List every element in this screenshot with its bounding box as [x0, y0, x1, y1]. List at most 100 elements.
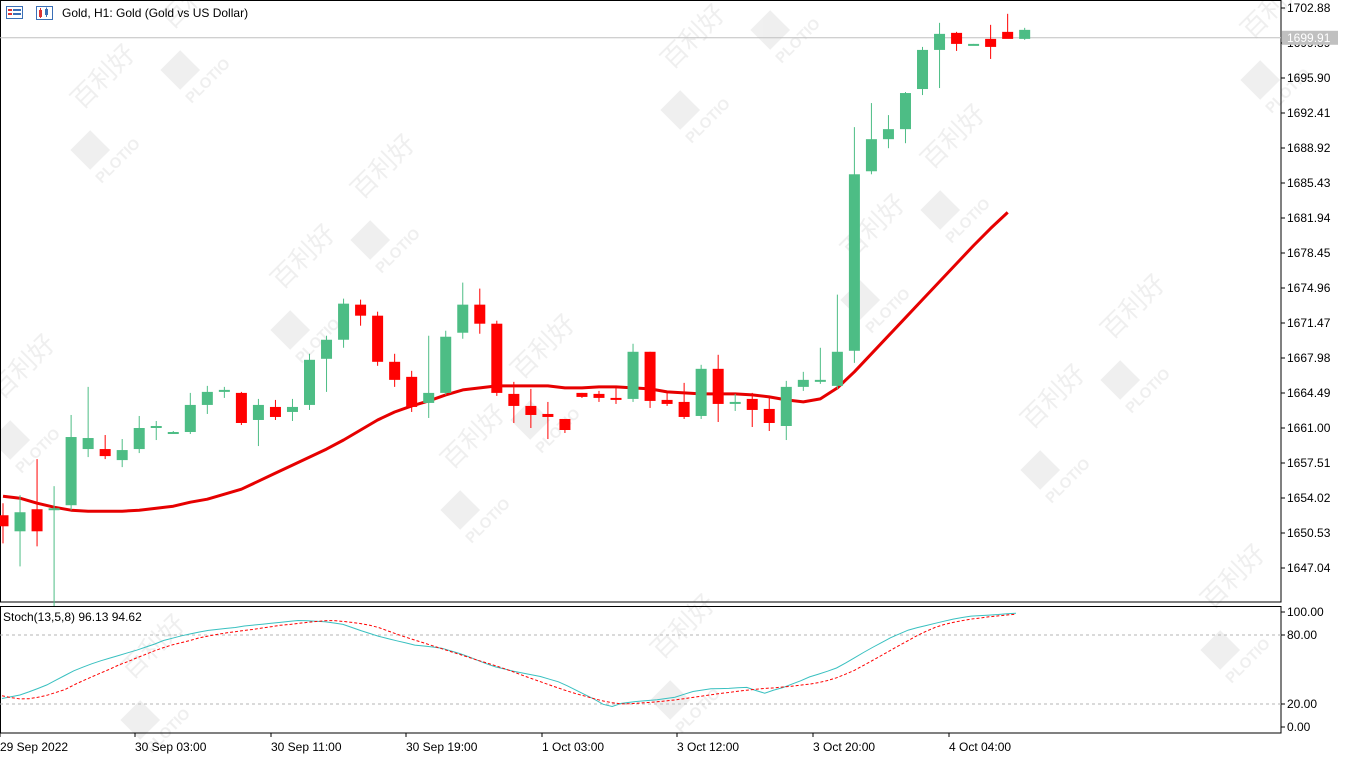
candle-body	[235, 392, 247, 423]
price-tick-label: 1674.96	[1287, 281, 1331, 295]
candle	[218, 386, 230, 398]
candle	[882, 115, 894, 149]
candle-body	[372, 315, 384, 362]
candle	[729, 393, 741, 411]
candle-body	[542, 413, 554, 417]
candle-body	[48, 508, 60, 511]
list-icon[interactable]	[6, 6, 23, 19]
candle-body	[99, 449, 111, 457]
candle	[985, 24, 997, 59]
candle-body	[729, 401, 741, 404]
candle-body	[406, 376, 418, 407]
candle-body	[848, 174, 860, 351]
candle	[797, 371, 809, 391]
candle-body	[14, 512, 26, 532]
candle	[406, 370, 418, 412]
candle	[31, 459, 43, 547]
candle	[542, 401, 554, 440]
time-tick-label: 4 Oct 04:00	[949, 740, 1011, 754]
candle	[678, 382, 690, 419]
price-tick-label: 1667.98	[1287, 351, 1331, 365]
candle-body	[661, 399, 673, 404]
price-tick-label: 1702.88	[1287, 1, 1331, 15]
candle	[695, 364, 707, 419]
candle-body	[65, 437, 77, 506]
price-tick-label: 1685.43	[1287, 176, 1331, 190]
price-tick-label: 1647.04	[1287, 561, 1331, 575]
candle	[252, 398, 264, 447]
time-tick-label: 3 Oct 20:00	[813, 740, 875, 754]
candle-body	[525, 405, 537, 415]
candle	[525, 388, 537, 428]
candle	[576, 392, 588, 398]
candle-body	[882, 129, 894, 140]
candle-body	[457, 304, 469, 333]
candle	[661, 392, 673, 406]
watermark-logo	[1200, 630, 1240, 670]
stoch-tick-label: 80.00	[1287, 628, 1317, 642]
candle-body	[797, 379, 809, 387]
candle-body	[576, 392, 588, 397]
chart-type-icon[interactable]	[36, 6, 53, 20]
time-tick-label: 29 Sep 2022	[0, 740, 68, 754]
candle-body	[831, 351, 843, 386]
candle	[491, 320, 503, 396]
price-tick-label: 1671.47	[1287, 316, 1331, 330]
candle	[440, 330, 452, 395]
candle	[133, 415, 145, 454]
candle-body	[746, 398, 758, 410]
candle-body	[610, 397, 622, 400]
price-tick-label: 1664.49	[1287, 386, 1331, 400]
price-tick-label: 1654.02	[1287, 491, 1331, 505]
current-price-label: 1699.91	[1287, 31, 1331, 45]
candle	[1019, 27, 1031, 40]
candle	[917, 46, 929, 96]
watermark-logo	[120, 700, 160, 740]
watermark-logo	[70, 130, 110, 170]
price-tick-label: 1661.00	[1287, 421, 1331, 435]
chart-title: Gold, H1: Gold (Gold vs US Dollar)	[62, 6, 249, 20]
main-price-grid	[0, 0, 1282, 603]
main-frame	[0, 0, 1282, 603]
stoch-tick-label: 20.00	[1287, 697, 1317, 711]
current-price-tag	[1282, 30, 1338, 45]
stoch-signal-line	[1, 613, 1017, 705]
candle	[99, 435, 111, 460]
candle-body	[508, 393, 520, 406]
candle	[831, 294, 843, 389]
candle	[355, 299, 367, 326]
candle	[968, 43, 980, 46]
candle-body	[865, 139, 877, 172]
candle-body	[559, 418, 571, 431]
price-tick-label: 1688.92	[1287, 141, 1331, 155]
candle-body	[150, 425, 162, 428]
candle-body	[423, 392, 435, 403]
price-tick-label: 1681.94	[1287, 211, 1331, 225]
stochastic-label: Stoch(13,5,8) 96.13 94.62	[3, 610, 142, 624]
candle	[899, 92, 911, 144]
candle	[286, 398, 298, 421]
candle	[457, 282, 469, 339]
candle-body	[269, 406, 281, 417]
candle-body	[201, 391, 213, 405]
candle-body	[338, 303, 350, 340]
price-tick-label: 1695.90	[1287, 71, 1331, 85]
candlestick-series	[0, 13, 1031, 607]
candle	[14, 495, 26, 567]
candle-body	[355, 304, 367, 316]
candle	[848, 127, 860, 363]
candle-body	[968, 43, 980, 46]
candle	[235, 391, 247, 425]
candle-body	[321, 339, 333, 359]
candle	[593, 390, 605, 402]
stoch-frame	[0, 606, 1282, 734]
candle-body	[1019, 29, 1031, 39]
price-tick-label: 1692.41	[1287, 106, 1331, 120]
candle-body	[644, 351, 656, 401]
candle-body	[167, 432, 179, 435]
candle	[423, 335, 435, 418]
candle-body	[218, 389, 230, 392]
time-tick-label: 30 Sep 03:00	[135, 740, 207, 754]
